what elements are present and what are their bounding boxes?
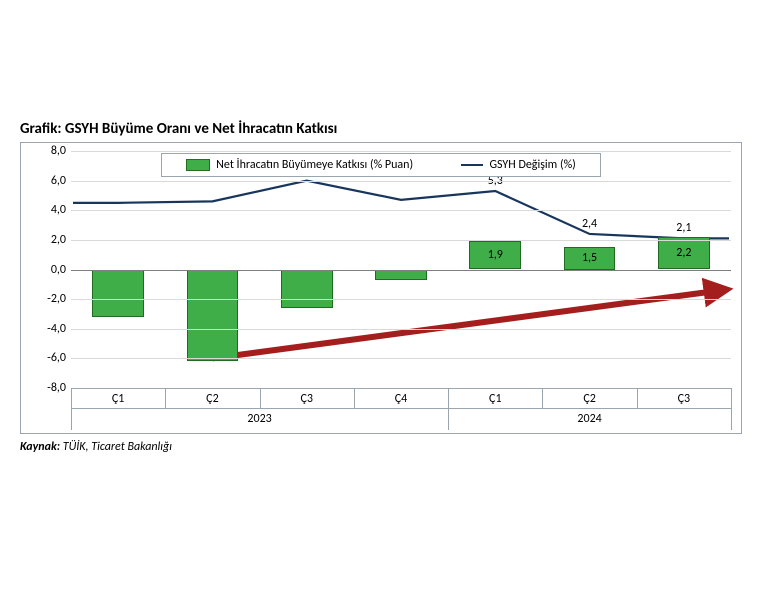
y-tick-label: 8,0 bbox=[31, 144, 66, 158]
source-label: Kaynak: bbox=[20, 440, 60, 454]
gridline bbox=[71, 270, 731, 271]
y-tick-label: 6,0 bbox=[31, 174, 66, 188]
y-tick-label: -8,0 bbox=[31, 381, 66, 395]
bar-swatch-icon bbox=[186, 159, 210, 171]
gridline bbox=[71, 329, 731, 330]
source-text: TÜİK, Ticaret Bakanlığı bbox=[63, 440, 172, 454]
legend-item-bar: Net İhracatın Büyümeye Katkısı (% Puan) bbox=[186, 158, 413, 172]
line-swatch-icon bbox=[461, 164, 483, 166]
x-tick-label: Ç2 bbox=[583, 392, 595, 406]
legend-bar-label: Net İhracatın Büyümeye Katkısı (% Puan) bbox=[216, 158, 413, 172]
line-value-label: 2,4 bbox=[582, 217, 597, 231]
gridline bbox=[71, 181, 731, 182]
chart-area: Net İhracatın Büyümeye Katkısı (% Puan) … bbox=[20, 142, 742, 434]
chart-title: Grafik: GSYH Büyüme Oranı ve Net İhracat… bbox=[20, 120, 750, 138]
x-tick-label: Ç4 bbox=[395, 392, 407, 406]
source-line: Kaynak: TÜİK, Ticaret Bakanlığı bbox=[20, 440, 750, 454]
x-tick-label: Ç1 bbox=[489, 392, 501, 406]
legend-item-line: GSYH Değişim (%) bbox=[461, 158, 575, 172]
gridline bbox=[71, 240, 731, 241]
bar bbox=[92, 270, 144, 317]
x-tick-label: Ç1 bbox=[112, 392, 124, 406]
y-tick-label: -4,0 bbox=[31, 322, 66, 336]
y-tick-label: 4,0 bbox=[31, 203, 66, 217]
x-tick-label: Ç3 bbox=[300, 392, 312, 406]
bar-value-label: 2,2 bbox=[676, 246, 691, 260]
y-tick-label: -6,0 bbox=[31, 351, 66, 365]
x-year-label: 2024 bbox=[577, 412, 601, 426]
y-tick-label: 2,0 bbox=[31, 233, 66, 247]
bar bbox=[187, 270, 239, 362]
y-tick-label: -2,0 bbox=[31, 292, 66, 306]
bar-value-label: 1,5 bbox=[582, 251, 597, 265]
bar-value-label: 1,9 bbox=[488, 248, 503, 262]
legend: Net İhracatın Büyümeye Katkısı (% Puan) … bbox=[161, 153, 601, 177]
gridline bbox=[71, 151, 731, 152]
gridline bbox=[71, 210, 731, 211]
x-tick-label: Ç3 bbox=[678, 392, 690, 406]
line-value-label: 2,1 bbox=[676, 222, 691, 236]
bar bbox=[375, 270, 427, 280]
legend-line-label: GSYH Değişim (%) bbox=[489, 158, 575, 172]
x-year-label: 2023 bbox=[247, 412, 271, 426]
y-tick-label: 0,0 bbox=[31, 263, 66, 277]
x-tick-label: Ç2 bbox=[206, 392, 218, 406]
bar bbox=[281, 270, 333, 309]
gridline bbox=[71, 358, 731, 359]
gridline bbox=[71, 299, 731, 300]
